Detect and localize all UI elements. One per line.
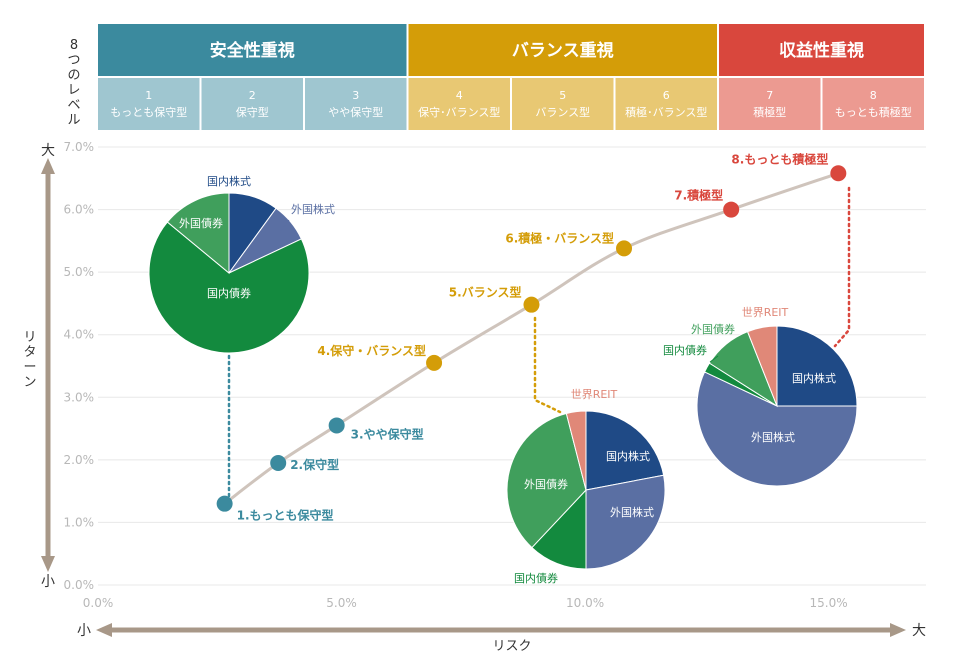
- pie-slice: [565, 410, 587, 491]
- pie-slice: [166, 192, 230, 275]
- y-axis-title: リターン: [23, 330, 37, 390]
- y-tick-label: 1.0%: [64, 515, 95, 529]
- level-cell-bg: [719, 78, 821, 130]
- data-point: [328, 417, 345, 434]
- pie-connector: [833, 186, 851, 348]
- level-number: 3: [352, 89, 359, 102]
- level-cell-bg: [408, 78, 510, 130]
- pie-leader: [709, 355, 719, 363]
- pie-slice-label: 国内債券: [663, 343, 707, 357]
- level-name: バランス型: [535, 105, 590, 119]
- data-point: [523, 296, 540, 313]
- pie-slice-label: 外国債券: [179, 216, 223, 230]
- y-tick-label: 3.0%: [64, 390, 95, 404]
- pie-slice: [746, 325, 778, 407]
- pie-slice-label: 国内株式: [207, 174, 251, 188]
- pie-slice-label: 国内株式: [792, 371, 836, 385]
- pie-slice: [531, 488, 587, 570]
- data-point: [830, 165, 847, 182]
- category-header-bg: [98, 24, 407, 76]
- level-cell-bg: [201, 78, 303, 130]
- y-tick-label: 6.0%: [64, 203, 95, 217]
- y-axis-arrow-up-icon: [41, 158, 55, 174]
- pie-slice-label: 世界REIT: [571, 388, 618, 401]
- data-point: [426, 354, 443, 371]
- x-axis-high-label: 大: [912, 623, 926, 639]
- level-name: やや保守型: [328, 105, 383, 119]
- pie-slice-label: 外国株式: [610, 505, 654, 519]
- pie-slice-label: 外国債券: [524, 477, 568, 491]
- y-axis-high-label: 大: [41, 143, 55, 159]
- data-point: [616, 240, 633, 257]
- y-tick-label: 2.0%: [64, 453, 95, 467]
- data-point: [270, 454, 287, 471]
- pie-connector: [533, 316, 562, 414]
- data-point: [723, 201, 740, 218]
- level-name: 積極型: [753, 105, 786, 119]
- pie-slice-label: 国内債券: [514, 571, 558, 585]
- data-point-label: 7.積極型: [674, 188, 723, 203]
- x-axis-arrow-left-icon: [96, 623, 112, 637]
- data-point-label: 4.保守・バランス型: [317, 343, 426, 358]
- data-point-label: 3.やや保守型: [351, 426, 424, 441]
- pie-slice: [506, 412, 587, 549]
- x-tick-label: 0.0%: [83, 596, 114, 610]
- y-tick-label: 0.0%: [64, 578, 95, 592]
- x-axis-arrow-right-icon: [890, 623, 906, 637]
- level-name: 保守･バランス型: [418, 105, 500, 119]
- category-header-bg: [408, 24, 717, 76]
- level-name: もっとも積極型: [835, 105, 912, 119]
- level-number: 4: [456, 89, 463, 102]
- level-cell-bg: [512, 78, 614, 130]
- pie-slice-label: 外国株式: [751, 430, 795, 444]
- data-point-label: 1.もっとも保守型: [237, 508, 334, 523]
- pie-slice-label: 世界REIT: [742, 306, 789, 319]
- x-tick-label: 5.0%: [326, 596, 357, 610]
- data-point-label: 5.バランス型: [449, 285, 522, 300]
- y-axis-arrow-down-icon: [41, 556, 55, 572]
- pie-slice: [776, 325, 858, 407]
- pie-slice-label: 国内債券: [207, 286, 251, 300]
- level-name: 積極･バランス型: [625, 105, 707, 119]
- level-cell-bg: [615, 78, 717, 130]
- level-number: 5: [559, 89, 566, 102]
- category-header-label: 安全性重視: [210, 40, 295, 61]
- data-point: [216, 495, 233, 512]
- pie-slice: [585, 410, 665, 491]
- level-name: 保守型: [236, 105, 269, 119]
- pie-slice: [148, 221, 310, 354]
- level-number: 1: [145, 89, 152, 102]
- category-header-label: バランス重視: [512, 40, 614, 61]
- pie-slice: [585, 474, 666, 570]
- data-point-label: 8.もっとも積極型: [731, 151, 828, 166]
- level-number: 8: [870, 89, 877, 102]
- level-name: もっとも保守型: [110, 105, 187, 119]
- y-tick-label: 5.0%: [64, 265, 95, 279]
- pie-slice-label: 外国株式: [291, 202, 335, 216]
- y-axis-low-label: 小: [41, 574, 55, 590]
- data-point-label: 6.積極・バランス型: [505, 230, 614, 245]
- category-header-bg: [719, 24, 924, 76]
- x-tick-label: 15.0%: [810, 596, 848, 610]
- level-number: 2: [249, 89, 256, 102]
- y-tick-label: 4.0%: [64, 328, 95, 342]
- level-cell-bg: [98, 78, 200, 130]
- pie-slice: [696, 371, 858, 487]
- x-axis-low-label: 小: [77, 623, 91, 639]
- y-tick-label: 7.0%: [64, 140, 95, 154]
- level-cell-bg: [305, 78, 407, 130]
- level-cell-bg: [822, 78, 924, 130]
- pie-leader: [279, 219, 290, 233]
- level-number: 6: [663, 89, 670, 102]
- pie-slice-label: 国内株式: [606, 449, 650, 463]
- category-header-label: 収益性重視: [779, 40, 864, 61]
- x-tick-label: 10.0%: [566, 596, 604, 610]
- level-number: 7: [766, 89, 773, 102]
- x-axis-title: リスク: [492, 639, 531, 654]
- data-point-label: 2.保守型: [290, 457, 339, 472]
- pie-slice-label: 外国債券: [691, 322, 735, 336]
